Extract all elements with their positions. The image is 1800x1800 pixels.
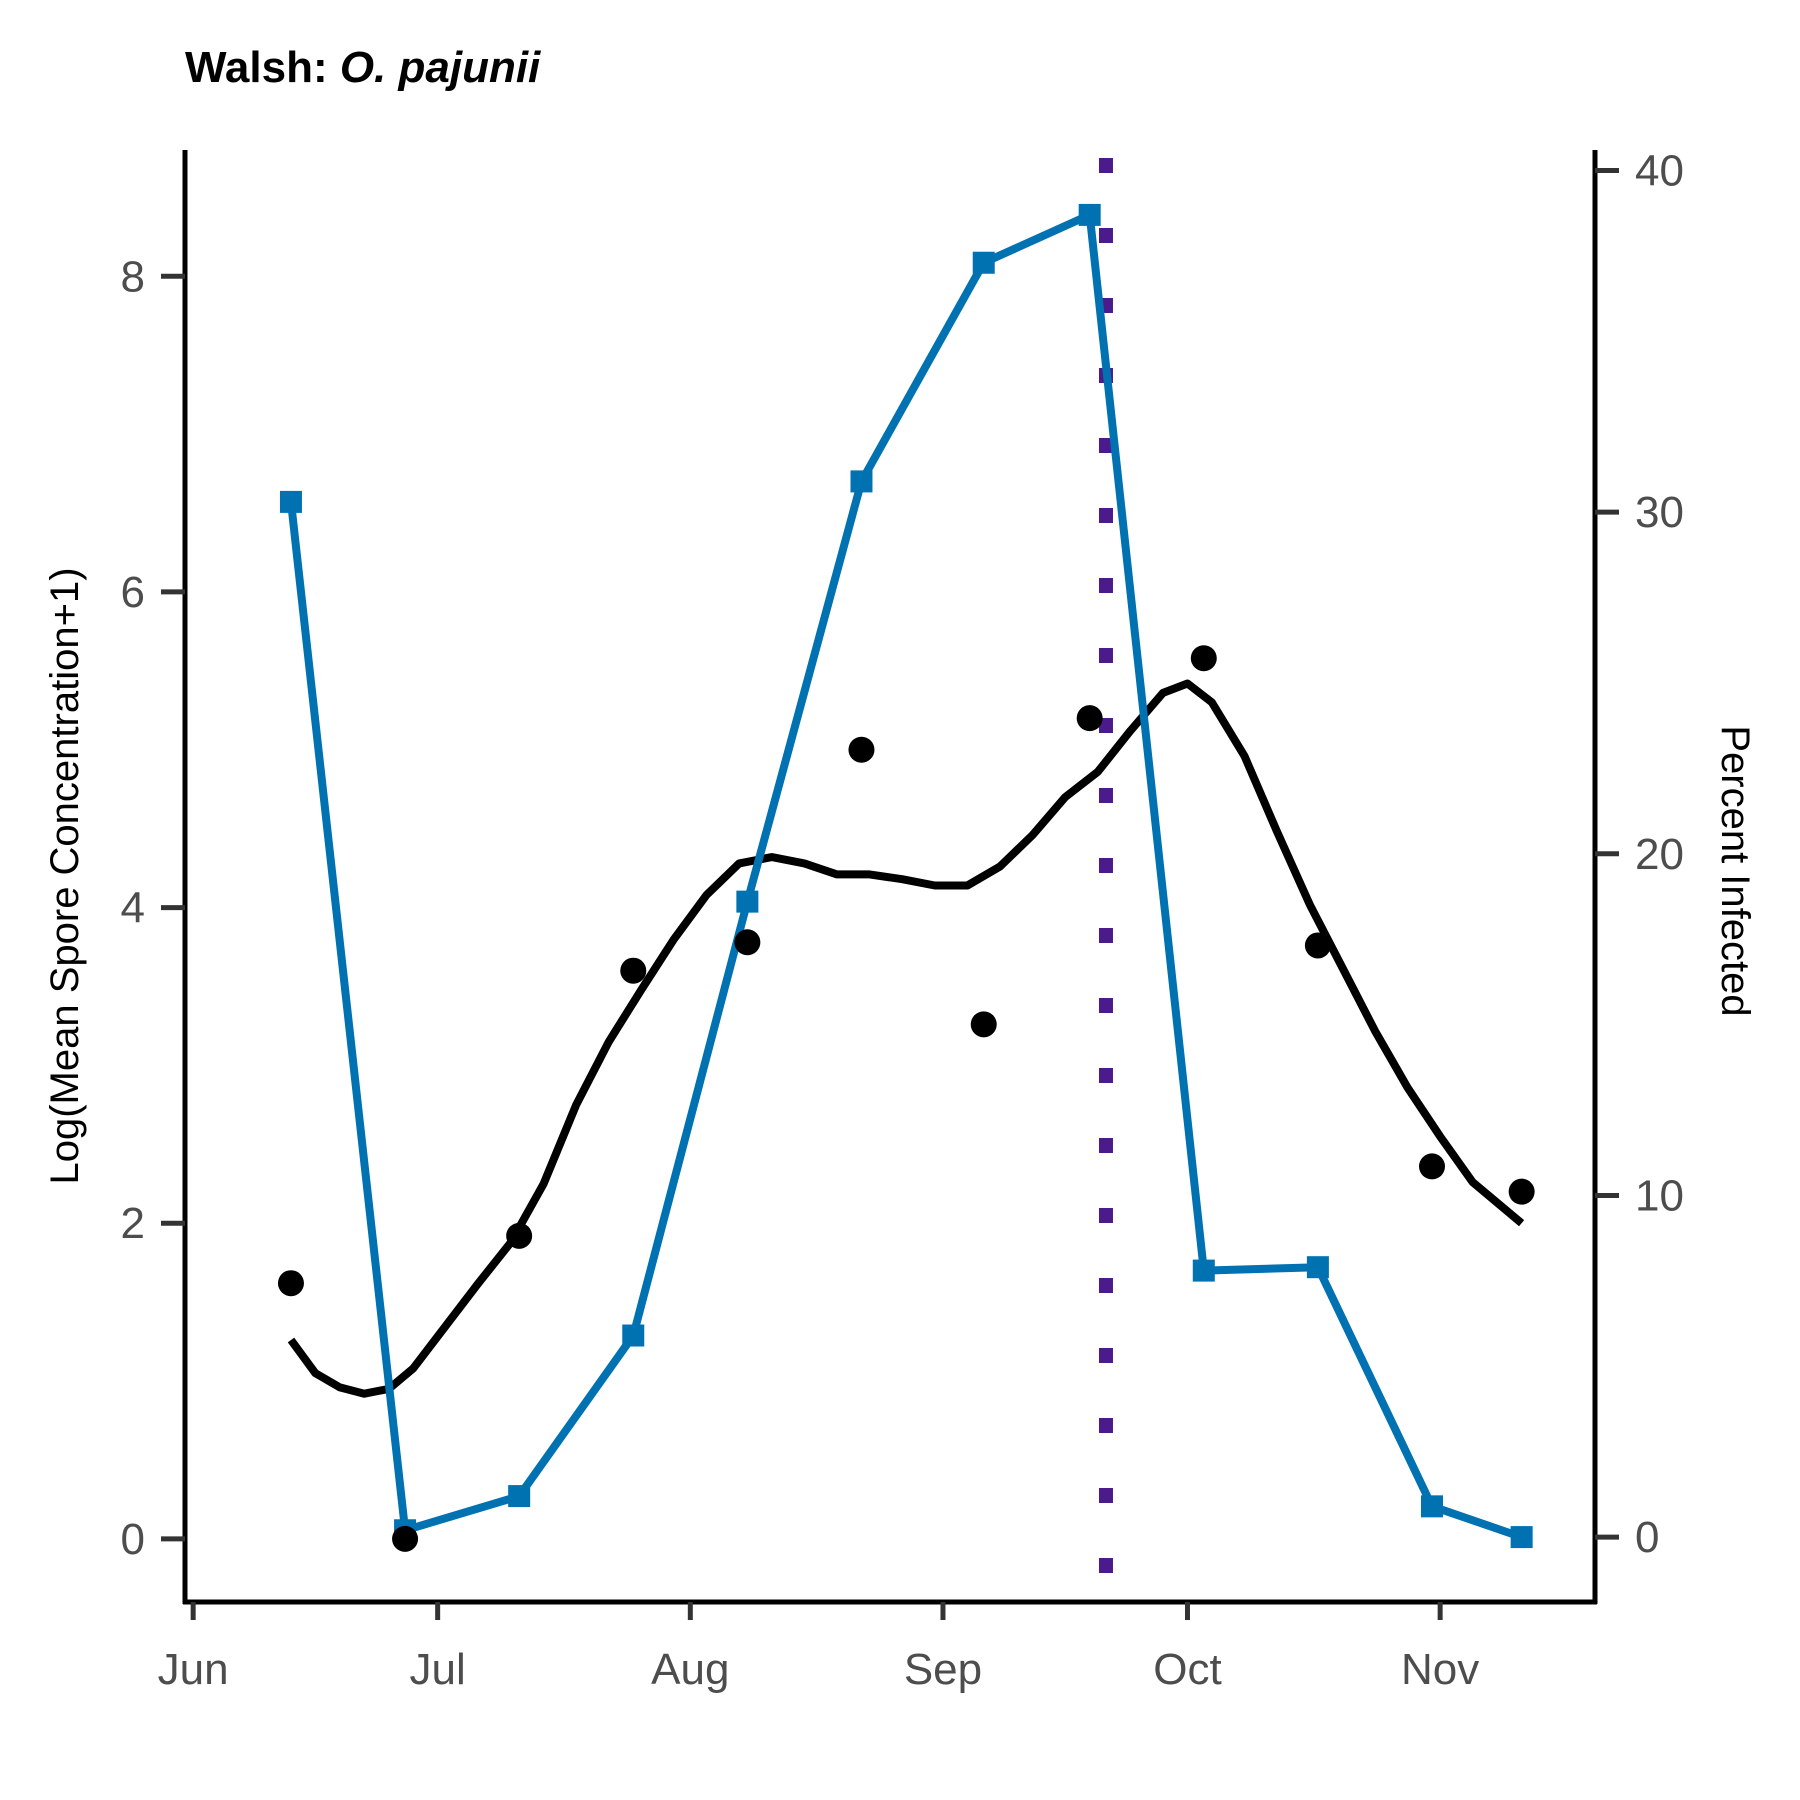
percent-infected-point bbox=[508, 1485, 531, 1508]
y-axis-right-title: Percent Infected bbox=[1713, 725, 1757, 1016]
spore-point bbox=[506, 1222, 533, 1249]
percent-infected-point bbox=[972, 251, 995, 274]
percent-infected-point bbox=[1420, 1495, 1443, 1518]
spore-point bbox=[1508, 1178, 1535, 1205]
y-right-tick-label: 40 bbox=[1635, 146, 1684, 195]
percent-infected-point bbox=[1510, 1526, 1533, 1549]
y-left-tick-label: 0 bbox=[121, 1515, 145, 1564]
percent-infected-point bbox=[736, 890, 759, 913]
plot-marks bbox=[277, 158, 1535, 1602]
y-left-tick-label: 6 bbox=[121, 568, 145, 617]
spore-point bbox=[970, 1011, 997, 1038]
x-tick-label: Nov bbox=[1401, 1645, 1479, 1694]
x-tick-label: Aug bbox=[651, 1645, 729, 1694]
percent-infected-point bbox=[1306, 1256, 1329, 1279]
spore-point bbox=[620, 957, 647, 984]
spore-point bbox=[392, 1525, 419, 1552]
y-left-tick-label: 2 bbox=[121, 1199, 145, 1248]
x-axis-ticks: Jun Jul Aug Sep Oct Nov bbox=[158, 1602, 1479, 1694]
chart-title-prefix: Walsh: bbox=[185, 43, 340, 92]
y-right-tick-label: 30 bbox=[1635, 488, 1684, 537]
x-tick-label: Sep bbox=[904, 1645, 982, 1694]
y-right-tick-label: 10 bbox=[1635, 1171, 1684, 1220]
spore-point bbox=[1304, 932, 1331, 959]
y-axis-left-title: Log(Mean Spore Concentration+1) bbox=[43, 567, 87, 1184]
spore-point bbox=[734, 929, 761, 956]
spore-smooth-line bbox=[287, 679, 1525, 1398]
x-tick-label: Jul bbox=[410, 1645, 466, 1694]
spore-point bbox=[1418, 1153, 1445, 1180]
y-axis-right-ticks: 0 10 20 30 40 bbox=[1595, 146, 1684, 1562]
percent-infected-point bbox=[622, 1324, 645, 1347]
chart-title: Walsh: O. pajunii bbox=[185, 43, 541, 92]
spore-point bbox=[1190, 645, 1217, 672]
percent-infected-point bbox=[279, 490, 302, 513]
y-axis-left-ticks: 0 2 4 6 8 bbox=[121, 252, 185, 1564]
percent-infected-point bbox=[1078, 203, 1101, 226]
chart-title-species: O. pajunii bbox=[340, 43, 541, 92]
x-tick-label: Oct bbox=[1153, 1645, 1221, 1694]
y-left-tick-label: 4 bbox=[121, 884, 145, 933]
percent-infected-point bbox=[1192, 1259, 1215, 1282]
y-right-tick-label: 20 bbox=[1635, 830, 1684, 879]
y-left-tick-label: 8 bbox=[121, 252, 145, 301]
y-right-tick-label: 0 bbox=[1635, 1513, 1659, 1562]
axes bbox=[182, 150, 1598, 1605]
x-tick-label: Jun bbox=[158, 1645, 229, 1694]
spore-point bbox=[1076, 705, 1103, 732]
spore-point bbox=[277, 1270, 304, 1297]
spore-point bbox=[848, 736, 875, 763]
percent-infected-point bbox=[850, 470, 873, 493]
percent-infected-line bbox=[287, 210, 1523, 1541]
